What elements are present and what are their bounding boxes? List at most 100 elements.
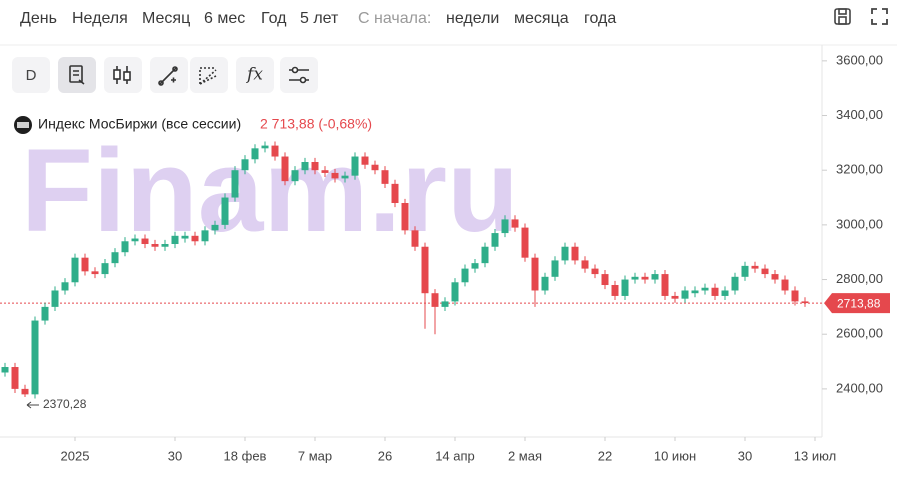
y-tick-label: 3600,00 [836, 52, 883, 67]
candle-body [501, 219, 509, 234]
candle-body [641, 276, 649, 280]
candle-body [51, 290, 59, 307]
candle-body [471, 263, 479, 269]
candle-body [131, 238, 139, 242]
candle-body [221, 197, 229, 225]
candle-body [511, 219, 519, 228]
legend-change: 2 713,88 (-0,68%) [260, 116, 372, 132]
candle-body [311, 161, 319, 171]
min-label: 2370,28 [43, 397, 87, 411]
candle-body [341, 175, 349, 179]
candle-body [191, 235, 199, 242]
candle-body [441, 301, 449, 307]
candle-body [521, 227, 529, 258]
candle-body [291, 170, 299, 182]
x-tick-label: 2025 [61, 448, 90, 463]
candle-body [431, 293, 439, 307]
formula-label: fx [245, 65, 263, 85]
candle-body [231, 170, 239, 198]
y-tick-label: 2600,00 [836, 326, 883, 341]
candle-body [701, 287, 709, 291]
candle-body [601, 274, 609, 286]
candle-body [721, 290, 729, 296]
candle-body [791, 290, 799, 302]
candle-body [771, 274, 779, 280]
candle-body [711, 287, 719, 296]
y-tick-label: 3200,00 [836, 162, 883, 177]
candle-body [321, 170, 329, 173]
candle-body [121, 241, 129, 253]
candle-body [421, 246, 429, 294]
button[interactable] [236, 57, 274, 93]
x-tick-label: 26 [378, 448, 392, 463]
fullscreen-icon[interactable] [871, 8, 888, 25]
x-tick-label: 18 фев [224, 448, 267, 463]
candle-body [541, 276, 549, 291]
candle-body [461, 268, 469, 283]
y-tick-label: 2400,00 [836, 380, 883, 395]
candle-body [91, 271, 99, 275]
button[interactable] [12, 57, 50, 93]
period-button[interactable]: Месяц [142, 10, 190, 27]
candle-body [11, 367, 19, 389]
period-button[interactable]: День [20, 10, 57, 27]
candle-body [251, 148, 259, 160]
candle-body [411, 230, 419, 247]
min-arrow [26, 401, 39, 409]
candle-body [801, 301, 809, 304]
candle-body [21, 388, 29, 395]
button[interactable] [104, 57, 142, 93]
y-tick-label: 2800,00 [836, 271, 883, 286]
candle-body [281, 156, 289, 182]
since-button[interactable]: месяца [514, 10, 569, 27]
candle-body [381, 170, 389, 184]
candle-body [731, 276, 739, 291]
candle-body [31, 320, 39, 395]
candle-body [41, 306, 49, 321]
candle-body [71, 257, 79, 283]
period-button[interactable]: 5 лет [300, 10, 339, 27]
watermark: Finam.ru [21, 125, 519, 257]
candle-body [561, 246, 569, 261]
period-button[interactable]: Год [261, 10, 287, 27]
candle-body [301, 161, 309, 171]
toolbar: D fx [12, 57, 318, 93]
y-tick-label: 3000,00 [836, 216, 883, 231]
candle-body [691, 290, 699, 294]
candle-body [451, 282, 459, 302]
save-icon[interactable] [834, 8, 851, 25]
candle-body [241, 159, 249, 171]
button[interactable] [190, 57, 228, 93]
candle-body [111, 252, 119, 264]
candle-body [331, 172, 339, 179]
candle-body [531, 257, 539, 291]
price-tag-label: 2713,88 [837, 296, 881, 310]
since-button[interactable]: года [584, 10, 616, 27]
x-tick-label: 10 июн [654, 448, 696, 463]
candle-body [181, 235, 189, 239]
candle-body [591, 268, 599, 275]
candle-body [481, 246, 489, 264]
candle-body [581, 260, 589, 269]
candle-body [1, 367, 9, 373]
candle-body [491, 233, 499, 247]
period-button[interactable]: 6 мес [204, 10, 245, 27]
period-button[interactable]: Неделя [72, 10, 128, 27]
candle-body [621, 279, 629, 296]
candle-body [401, 203, 409, 231]
candle-body [171, 235, 179, 245]
candle-body [611, 285, 619, 296]
x-tick-label: 2 мая [508, 448, 542, 463]
interval-label: D [26, 67, 37, 84]
candle-body [201, 230, 209, 242]
x-tick-label: 7 мар [298, 448, 332, 463]
legend-title: Индекс МосБиржи (все сессии) [38, 116, 241, 132]
since-button[interactable]: недели [446, 10, 499, 27]
button[interactable] [280, 57, 318, 93]
candle-body [141, 238, 149, 245]
price-tag [824, 293, 890, 314]
candle-body [391, 183, 399, 204]
legend: Индекс МосБиржи (все сессии) 2 713,88 (-… [14, 116, 372, 134]
since-label: С начала: [358, 10, 431, 27]
